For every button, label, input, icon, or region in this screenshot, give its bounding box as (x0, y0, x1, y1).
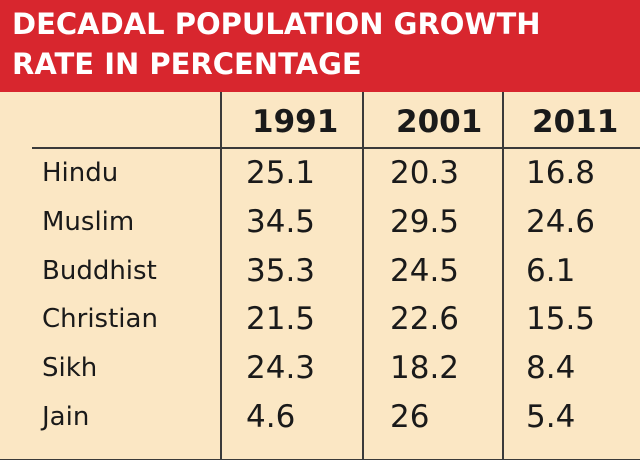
table-cell-buddhist-1991: 35.3 (246, 253, 316, 289)
table-cell-christian-1991: 21.5 (246, 301, 316, 337)
title-banner: DECADAL POPULATION GROWTH RATE IN PERCEN… (0, 0, 640, 92)
table-cell-christian-2001: 22.6 (390, 301, 460, 337)
column-divider (362, 92, 364, 459)
table-cell-hindu-2011: 16.8 (526, 155, 596, 191)
table-cell-jain-2011: 5.4 (526, 399, 576, 435)
title-line-1: DECADAL POPULATION GROWTH (12, 7, 541, 41)
column-divider (502, 92, 504, 459)
table-cell-buddhist-2001: 24.5 (390, 253, 460, 289)
header-rule (32, 147, 640, 149)
column-header-1991: 1991 (252, 104, 339, 140)
table-cell-jain-2001: 26 (390, 399, 430, 435)
table-cell-sikh-2001: 18.2 (390, 350, 460, 386)
row-label-sikh: Sikh (42, 353, 98, 383)
table-cell-buddhist-2011: 6.1 (526, 253, 576, 289)
column-header-2001: 2001 (396, 104, 483, 140)
column-header-2011: 2011 (532, 104, 619, 140)
data-table: 1991 2001 2011 Hindu 25.1 20.3 16.8 Muslim 34.5 2… (0, 92, 640, 459)
table-cell-christian-2011: 15.5 (526, 301, 596, 337)
table-cell-hindu-1991: 25.1 (246, 155, 316, 191)
row-label-christian: Christian (42, 304, 158, 334)
row-label-buddhist: Buddhist (42, 256, 157, 286)
table-cell-sikh-1991: 24.3 (246, 350, 316, 386)
table-cell-jain-1991: 4.6 (246, 399, 296, 435)
table-cell-sikh-2011: 8.4 (526, 350, 576, 386)
table-cell-muslim-2011: 24.6 (526, 204, 596, 240)
table-cell-muslim-1991: 34.5 (246, 204, 316, 240)
row-label-jain: Jain (42, 402, 90, 432)
table-cell-hindu-2001: 20.3 (390, 155, 460, 191)
title-line-2: RATE IN PERCENTAGE (12, 47, 362, 81)
column-divider (220, 92, 222, 459)
table-cell-muslim-2001: 29.5 (390, 204, 460, 240)
row-label-muslim: Muslim (42, 207, 135, 237)
row-label-hindu: Hindu (42, 158, 119, 188)
